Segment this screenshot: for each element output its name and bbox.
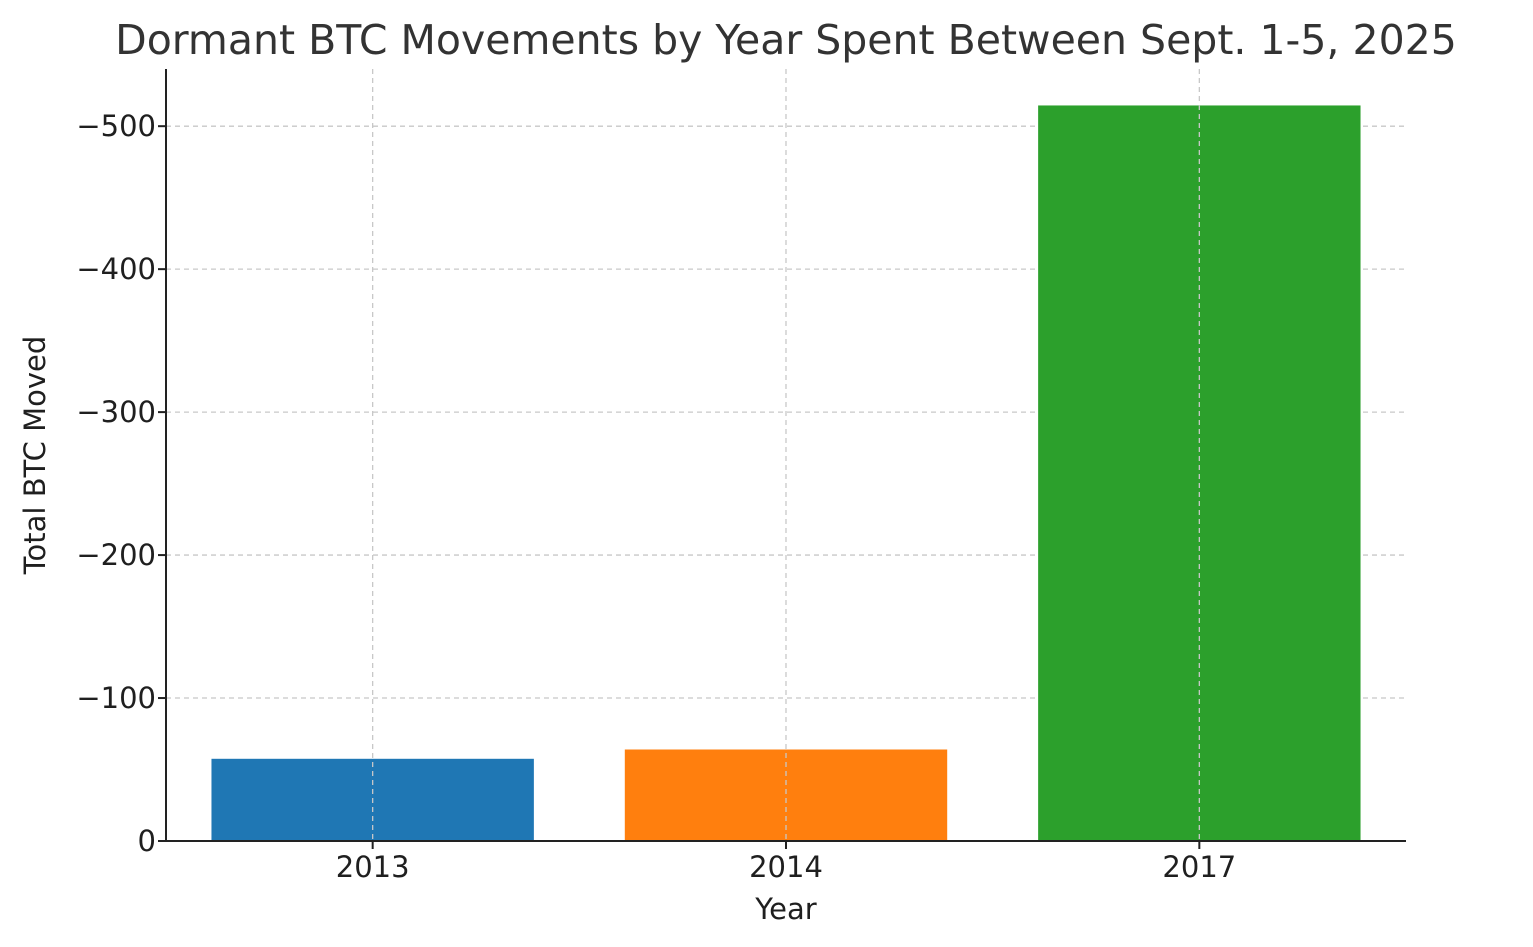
y-tick-label: −100 <box>76 681 156 715</box>
x-axis-label: Year <box>754 892 816 926</box>
x-tick-label: 2013 <box>336 850 410 884</box>
y-tick-label: −500 <box>76 109 156 143</box>
y-ticks: 0 −100 −200 −300 −400 −500 <box>76 109 166 858</box>
y-axis-label: Total BTC Moved <box>18 336 52 576</box>
chart-title: Dormant BTC Movements by Year Spent Betw… <box>115 16 1457 64</box>
y-tick-label: −200 <box>76 538 156 572</box>
y-tick-label: 0 <box>138 824 156 858</box>
x-tick-label: 2014 <box>749 850 823 884</box>
y-tick-label: −400 <box>76 252 156 286</box>
vertical-grid-lines <box>372 69 1200 841</box>
y-tick-label: −300 <box>76 395 156 429</box>
x-tick-label: 2017 <box>1162 850 1236 884</box>
x-ticks: 2013 2014 2017 <box>336 841 1236 884</box>
